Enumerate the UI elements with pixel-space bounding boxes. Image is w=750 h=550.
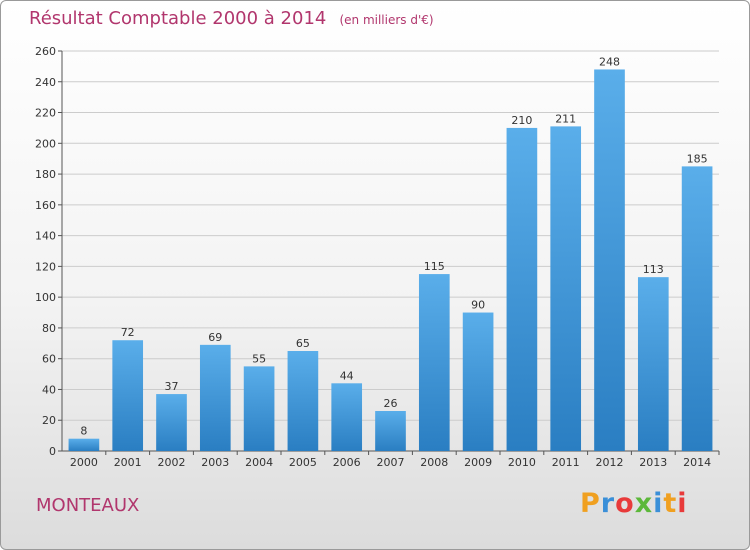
bar-value-label: 37	[165, 380, 179, 393]
chart-subtitle: (en milliers d'€)	[339, 13, 434, 27]
bar-value-label: 210	[511, 114, 532, 127]
y-tick-label: 140	[35, 230, 56, 243]
x-tick-label: 2008	[420, 456, 448, 469]
y-tick-label: 240	[35, 76, 56, 89]
bar-2009	[462, 312, 494, 451]
logo-letter: t	[663, 488, 678, 519]
bar-2007	[375, 411, 406, 451]
x-tick-label: 2007	[377, 456, 405, 469]
bar-2001	[112, 340, 144, 451]
bar-value-label: 8	[80, 425, 87, 438]
bar-2003	[199, 344, 231, 451]
bar-2006	[331, 383, 363, 451]
logo-letter: o	[615, 488, 635, 519]
logo-letter: x	[634, 488, 654, 519]
x-tick-label: 2002	[158, 456, 186, 469]
chart-title: Résultat Comptable 2000 à 2014	[29, 8, 327, 29]
labels: 0 20 40 60 80 100 120 140 160 180 200 220 240 260 8 200…	[35, 45, 711, 469]
bar-2014	[681, 166, 713, 451]
bar-value-label: 44	[340, 369, 354, 382]
y-tick-label: 40	[42, 383, 56, 396]
x-tick-label: 2010	[508, 456, 536, 469]
bar-value-label: 211	[555, 112, 576, 125]
y-tick-label: 20	[42, 414, 56, 427]
y-tick-label: 200	[35, 137, 56, 150]
bar-2002	[156, 394, 187, 451]
bar-2005	[287, 351, 319, 451]
bar-value-label: 90	[471, 299, 485, 312]
y-tick-label: 100	[35, 291, 56, 304]
y-tick-label: 80	[42, 322, 56, 335]
y-tick-label: 260	[35, 45, 56, 58]
bar-2011	[550, 126, 582, 451]
bar-2008	[418, 274, 450, 451]
bar-value-label: 55	[252, 352, 266, 365]
bar-value-label: 26	[384, 397, 398, 410]
bar-value-label: 65	[296, 337, 310, 350]
bars	[68, 69, 713, 451]
bar-2012	[594, 69, 625, 451]
y-tick-label: 0	[49, 445, 56, 458]
y-tick-label: 60	[42, 353, 56, 366]
x-tick-label: 2006	[333, 456, 361, 469]
logo-letter: i	[677, 488, 688, 519]
proxiti-logo: Proxiti	[580, 488, 688, 519]
y-tick-label: 180	[35, 168, 56, 181]
x-tick-label: 2005	[289, 456, 317, 469]
y-tick-label: 120	[35, 260, 56, 273]
chart-title-row: Résultat Comptable 2000 à 2014 (en milli…	[29, 8, 434, 29]
bar-value-label: 69	[208, 331, 222, 344]
x-tick-label: 2000	[70, 456, 98, 469]
logo-letter: P	[580, 488, 601, 519]
x-tick-label: 2009	[464, 456, 492, 469]
bar-2004	[243, 366, 275, 451]
x-tick-label: 2014	[683, 456, 711, 469]
x-tick-label: 2004	[245, 456, 273, 469]
bar-2000	[68, 438, 100, 451]
bar-value-label: 72	[121, 326, 135, 339]
bar-value-label: 248	[599, 55, 620, 68]
bar-value-label: 185	[687, 152, 708, 165]
y-tick-label: 220	[35, 107, 56, 120]
bar-2013	[637, 277, 669, 451]
bar-2010	[506, 127, 538, 451]
bar-value-label: 115	[424, 260, 445, 273]
x-tick-label: 2012	[596, 456, 624, 469]
x-tick-label: 2001	[114, 456, 142, 469]
x-tick-label: 2011	[552, 456, 580, 469]
logo-letter: r	[600, 488, 616, 519]
commune-name: MONTEAUX	[36, 495, 140, 516]
logo-letter: i	[653, 488, 664, 519]
x-tick-label: 2013	[639, 456, 667, 469]
x-tick-label: 2003	[201, 456, 229, 469]
bar-value-label: 113	[643, 263, 664, 276]
y-tick-label: 160	[35, 199, 56, 212]
